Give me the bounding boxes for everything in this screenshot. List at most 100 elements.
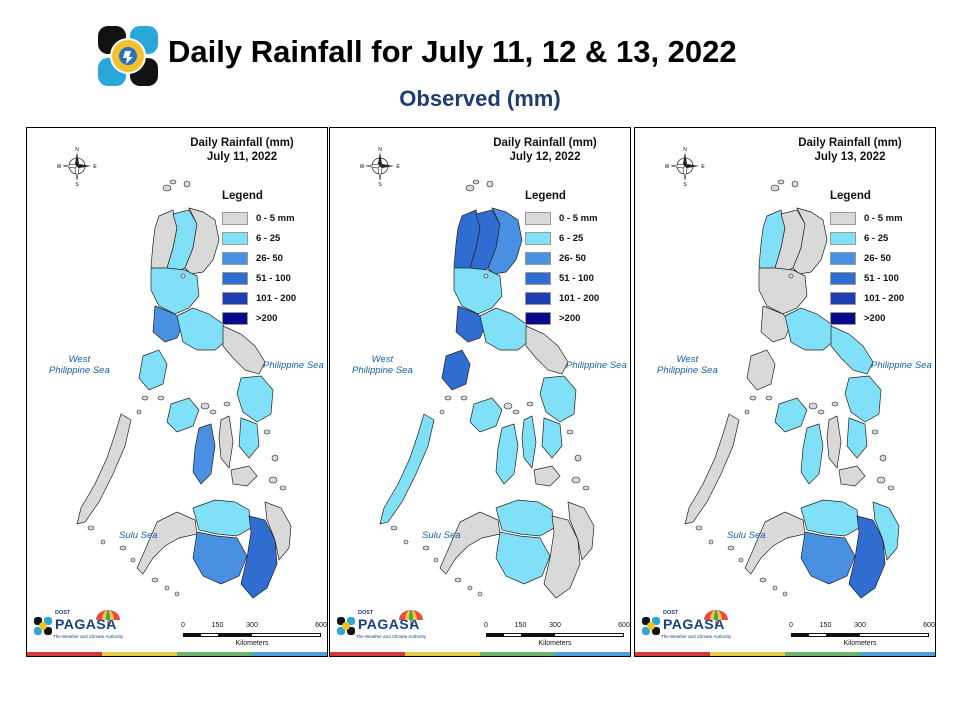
islet — [141, 395, 149, 401]
stripe-red — [635, 652, 710, 656]
islet — [87, 525, 95, 531]
scale-bar: 0 150 300 600 Kilometers — [482, 622, 630, 652]
scale-bar-graphic — [486, 633, 624, 637]
pagasa-logo-icon — [642, 617, 660, 635]
legend-item: >200 — [222, 308, 322, 328]
panel-date: July 11, 2022 — [206, 151, 278, 163]
region-central-mindanao — [495, 531, 551, 585]
compass-letter-e: E — [396, 164, 400, 170]
islet — [695, 525, 703, 531]
pagasa-logo-icon — [337, 617, 355, 635]
legend-item: 0 - 5 mm — [830, 208, 930, 228]
compass-letter-n: N — [75, 147, 79, 153]
scale-tick: 600 — [923, 622, 935, 629]
islet — [512, 409, 520, 415]
scale-tick: 0 — [789, 622, 793, 629]
legend-label: 101 - 200 — [864, 292, 905, 304]
stripe-green — [480, 652, 555, 656]
sea-label-west-philippine-sea: West Philippine Sea — [49, 354, 110, 376]
scale-bar: 0 150 300 600 Kilometers — [787, 622, 935, 652]
stripe-yellow — [102, 652, 177, 656]
islet — [279, 485, 287, 491]
legend-item: 51 - 100 — [525, 268, 625, 288]
islet — [770, 184, 780, 192]
legend-label: 26- 50 — [256, 252, 283, 264]
islet — [200, 402, 210, 410]
region-southern-luzon — [176, 307, 228, 351]
legend-swatch — [525, 291, 551, 305]
umbrella-icon — [399, 610, 423, 627]
legend-title: Legend — [222, 190, 263, 202]
stripe-yellow — [710, 652, 785, 656]
philippines-map — [684, 179, 900, 599]
islet — [268, 476, 278, 484]
region-zamboanga — [439, 511, 501, 575]
region-north-mindanao — [192, 499, 252, 537]
region-east-mindanao — [872, 501, 900, 561]
compass-letter-w: W — [57, 164, 62, 170]
islet — [174, 591, 180, 597]
region-cagayan — [487, 207, 523, 275]
legend-item: 0 - 5 mm — [525, 208, 625, 228]
legend-swatch — [525, 211, 551, 225]
legend-label: 26- 50 — [864, 252, 891, 264]
islet — [444, 395, 452, 401]
region-panay — [469, 397, 503, 433]
scale-tick-labels: 0 150 300 600 — [787, 622, 935, 632]
scale-bar: 0 150 300 600 Kilometers — [179, 622, 327, 652]
islet — [727, 545, 735, 551]
islet — [162, 184, 172, 192]
islet — [460, 395, 468, 401]
legend: Legend 0 - 5 mm 6 - 25 26- 50 51 - 100 101 -… — [222, 190, 322, 328]
region-bicol — [222, 325, 266, 375]
color-stripe — [27, 652, 327, 656]
region-bohol — [230, 465, 258, 487]
legend-label: >200 — [864, 312, 886, 324]
color-stripe — [635, 652, 935, 656]
umbrella-icon — [704, 610, 728, 627]
legend-swatch — [830, 271, 856, 285]
sea-label-philippine-sea: Philippine Sea — [263, 360, 324, 371]
region-southern-luzon — [784, 307, 836, 351]
panel-title-block: Daily Rainfall (mm) July 13, 2022 — [775, 136, 925, 164]
scale-unit: Kilometers — [538, 640, 572, 647]
islet — [422, 545, 430, 551]
islet — [180, 273, 186, 279]
scale-unit: Kilometers — [843, 640, 877, 647]
islet — [817, 409, 825, 415]
compass-letter-e: E — [701, 164, 705, 170]
islet — [136, 409, 142, 415]
region-mindoro — [138, 349, 168, 391]
legend-label: 0 - 5 mm — [256, 212, 295, 224]
islet — [879, 454, 887, 462]
region-mindoro — [746, 349, 776, 391]
region-davao — [240, 515, 278, 599]
scale-tick: 150 — [211, 622, 224, 629]
panel-title: Daily Rainfall (mm) — [798, 137, 902, 149]
islet — [157, 395, 165, 401]
legend-label: 6 - 25 — [864, 232, 889, 244]
legend-label: 101 - 200 — [256, 292, 297, 304]
islet — [433, 557, 439, 563]
brand-dost: DOST — [55, 610, 71, 616]
page-subtitle: Observed (mm) — [399, 86, 561, 111]
islet — [744, 409, 750, 415]
islet — [390, 525, 398, 531]
region-palawan — [76, 413, 132, 525]
region-bohol — [838, 465, 866, 487]
legend-swatch — [525, 271, 551, 285]
compass-letter-e: E — [93, 164, 97, 170]
compass-rose-icon: N S W E — [57, 147, 97, 186]
sea-label-sulu-sea: Sulu Sea — [119, 530, 158, 541]
legend-title: Legend — [830, 190, 871, 202]
scale-tick: 600 — [315, 622, 327, 629]
brand-dost: DOST — [358, 610, 374, 616]
scale-bar-graphic — [791, 633, 929, 637]
islet — [164, 585, 170, 591]
legend-item: 101 - 200 — [222, 288, 322, 308]
region-palawan — [379, 413, 435, 525]
legend-item: 26- 50 — [525, 248, 625, 268]
compass-letter-n: N — [683, 147, 687, 153]
stripe-blue — [860, 652, 935, 656]
stripe-blue — [252, 652, 327, 656]
